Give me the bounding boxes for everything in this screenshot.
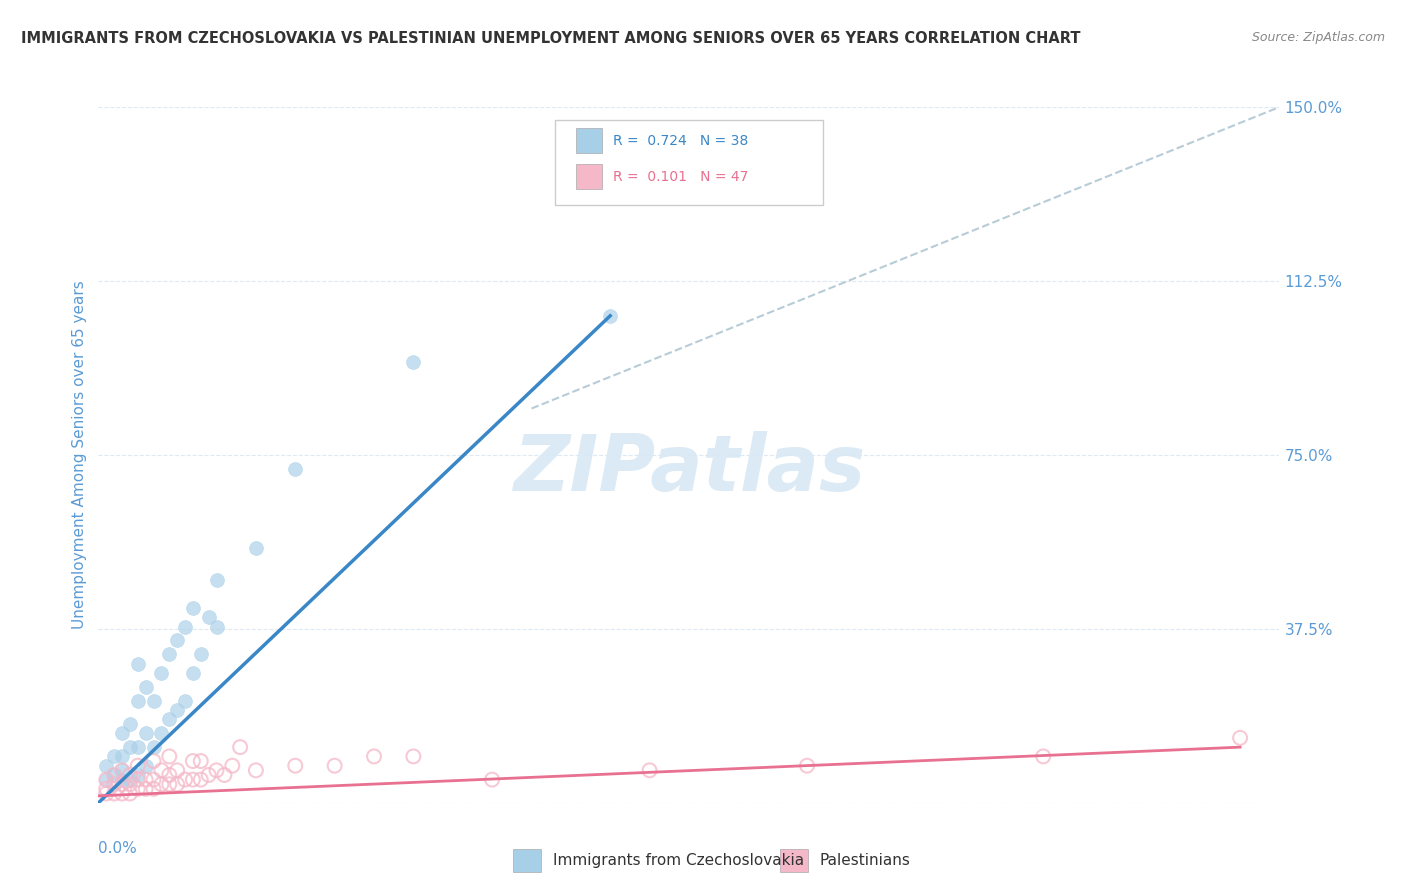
Point <box>96 772 118 787</box>
Point <box>127 781 149 796</box>
Text: R =  0.724   N = 38: R = 0.724 N = 38 <box>613 134 748 148</box>
Point <box>96 787 118 801</box>
Point <box>166 777 188 791</box>
Point <box>111 772 134 787</box>
Point <box>135 758 157 772</box>
Point <box>197 768 219 782</box>
Point <box>796 758 818 772</box>
Point <box>166 703 188 717</box>
Point <box>127 772 149 787</box>
Text: IMMIGRANTS FROM CZECHOSLOVAKIA VS PALESTINIAN UNEMPLOYMENT AMONG SENIORS OVER 65: IMMIGRANTS FROM CZECHOSLOVAKIA VS PALEST… <box>21 31 1081 46</box>
Point <box>363 749 385 764</box>
Point <box>118 717 141 731</box>
Point <box>229 740 252 755</box>
Point <box>135 781 157 796</box>
Point <box>127 758 149 772</box>
Point <box>103 777 125 791</box>
Point <box>205 764 228 778</box>
Point <box>174 619 197 633</box>
Point <box>111 749 134 764</box>
Point <box>111 777 134 791</box>
Point <box>111 764 134 778</box>
Point <box>284 758 307 772</box>
Point <box>181 754 204 768</box>
Point <box>402 749 425 764</box>
Point <box>96 772 118 787</box>
Point <box>157 768 180 782</box>
Point <box>181 601 204 615</box>
Point <box>150 726 173 740</box>
Point <box>103 768 125 782</box>
Point <box>150 665 173 680</box>
Point <box>190 772 212 787</box>
Point <box>127 694 149 708</box>
Point <box>1229 731 1251 745</box>
Point <box>135 772 157 787</box>
Point <box>103 749 125 764</box>
Point <box>166 633 188 648</box>
Point <box>142 740 165 755</box>
Point <box>118 787 141 801</box>
Point <box>190 754 212 768</box>
Point <box>174 772 197 787</box>
Point <box>111 726 134 740</box>
Point <box>245 541 267 555</box>
Point <box>150 764 173 778</box>
Point <box>181 772 204 787</box>
Point <box>197 610 219 624</box>
Point <box>150 777 173 791</box>
Point <box>205 573 228 587</box>
Point <box>481 772 503 787</box>
Point <box>245 764 267 778</box>
Point <box>118 777 141 791</box>
Point <box>323 758 346 772</box>
Point <box>190 648 212 662</box>
Text: R =  0.101   N = 47: R = 0.101 N = 47 <box>613 169 748 184</box>
Point <box>135 680 157 694</box>
Point <box>157 777 180 791</box>
Point <box>111 764 134 778</box>
Point <box>1032 749 1054 764</box>
Point <box>118 768 141 782</box>
Point <box>205 619 228 633</box>
Point <box>157 712 180 726</box>
Point <box>118 740 141 755</box>
Point <box>284 462 307 476</box>
Point <box>142 694 165 708</box>
Point <box>214 768 236 782</box>
Text: Source: ZipAtlas.com: Source: ZipAtlas.com <box>1251 31 1385 45</box>
Point <box>157 749 180 764</box>
Point <box>103 768 125 782</box>
Point <box>181 665 204 680</box>
Point <box>599 309 621 323</box>
Point <box>135 726 157 740</box>
Point <box>96 758 118 772</box>
Text: Palestinians: Palestinians <box>820 854 911 868</box>
Point <box>118 772 141 787</box>
Point <box>127 657 149 671</box>
Point <box>166 764 188 778</box>
Point <box>221 758 243 772</box>
Point <box>142 781 165 796</box>
Point <box>103 787 125 801</box>
Text: Immigrants from Czechoslovakia: Immigrants from Czechoslovakia <box>553 854 804 868</box>
Point <box>142 754 165 768</box>
Point <box>402 355 425 369</box>
Y-axis label: Unemployment Among Seniors over 65 years: Unemployment Among Seniors over 65 years <box>72 281 87 629</box>
Point <box>111 787 134 801</box>
Point <box>127 768 149 782</box>
Text: ZIPatlas: ZIPatlas <box>513 431 865 507</box>
Point <box>638 764 661 778</box>
Point <box>127 740 149 755</box>
Point <box>142 772 165 787</box>
Point <box>174 694 197 708</box>
Point <box>96 781 118 796</box>
Text: 0.0%: 0.0% <box>98 841 138 856</box>
Point <box>157 648 180 662</box>
